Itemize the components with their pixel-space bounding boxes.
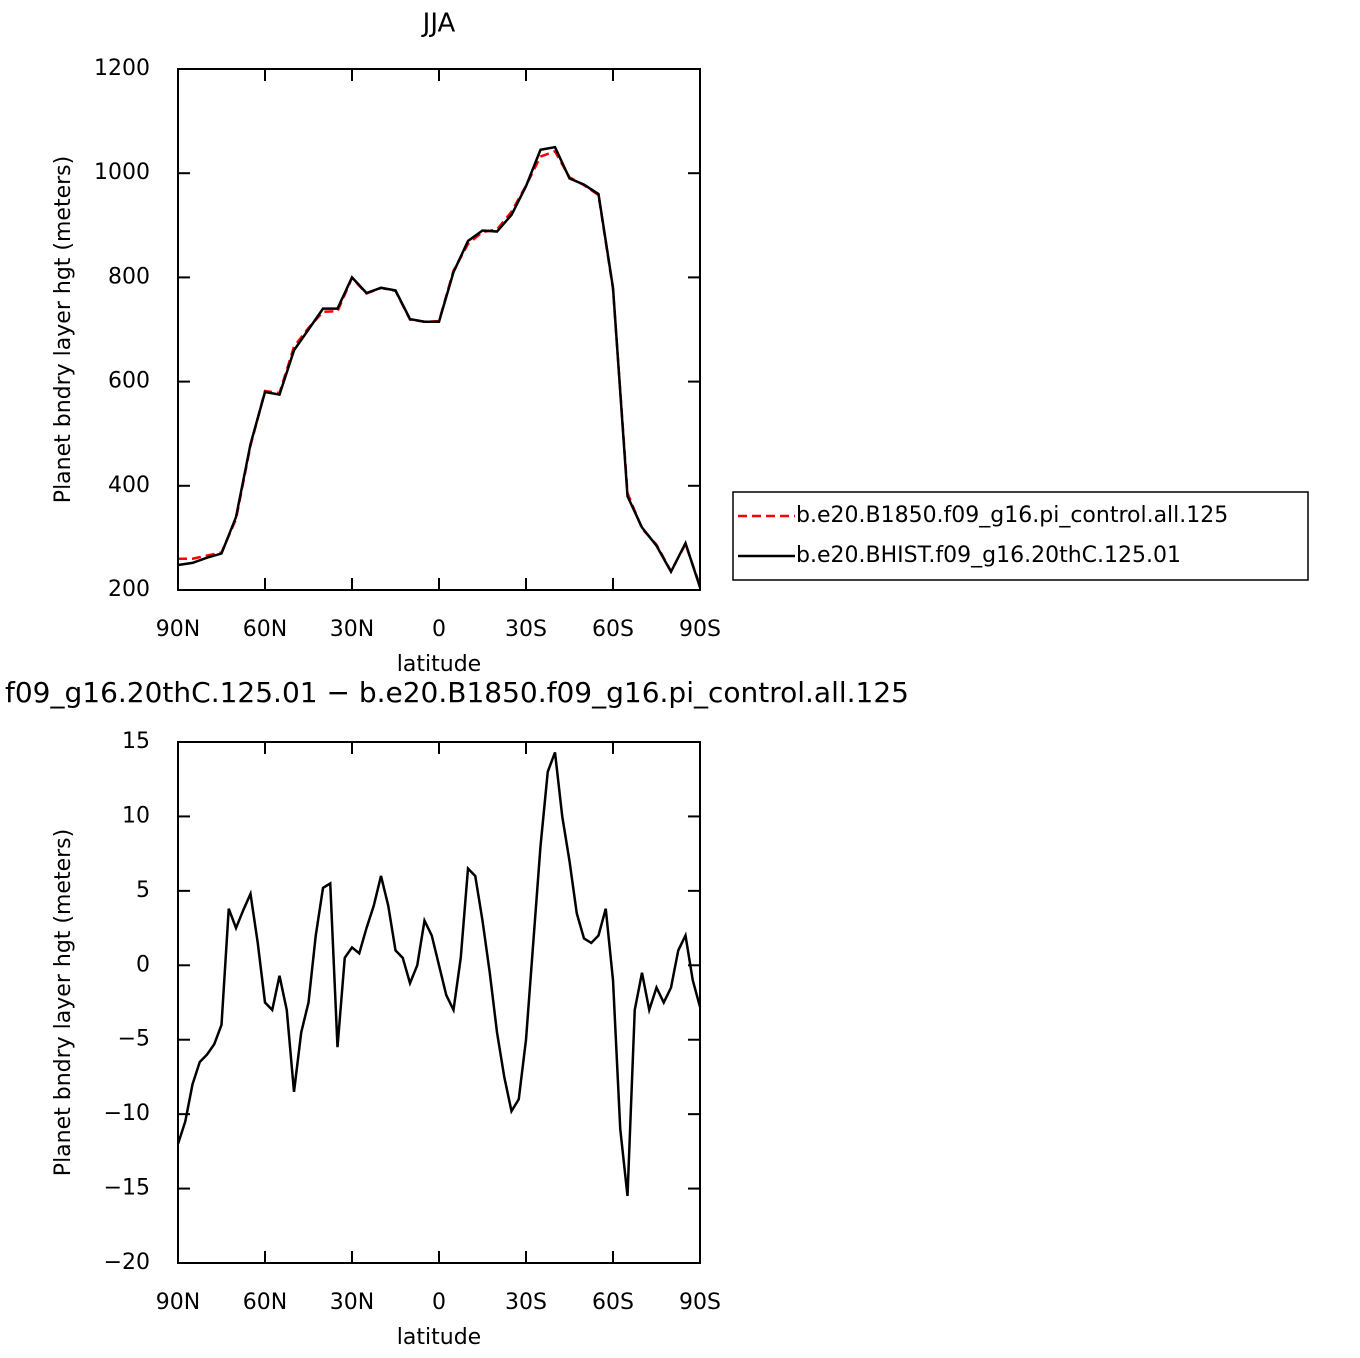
legend-label: b.e20.B1850.f09_g16.pi_control.all.125: [796, 503, 1228, 528]
y-tick-label: −10: [104, 1101, 150, 1126]
y-tick-label: 5: [136, 878, 150, 903]
plot-frame: [177, 741, 701, 1264]
plot-frame: [177, 68, 701, 591]
data-line: [178, 149, 702, 587]
y-tick-label: 600: [108, 369, 150, 394]
x-tick-label: 0: [432, 617, 446, 642]
x-tick-label: 60N: [243, 617, 287, 642]
x-tick-label: 30N: [330, 617, 374, 642]
data-line: [177, 145, 702, 588]
legend-box: [732, 491, 1309, 581]
x-tick-label: 0: [432, 1290, 446, 1315]
x-tick-label: 90S: [679, 617, 721, 642]
chart-title: JJA: [421, 9, 456, 39]
y-tick-label: −15: [104, 1176, 150, 1201]
y-tick-label: 1000: [94, 160, 150, 185]
x-tick-label: 60S: [592, 1290, 634, 1315]
y-tick-label: 200: [108, 577, 150, 602]
y-tick-label: −5: [118, 1027, 150, 1052]
y-tick-label: −20: [104, 1250, 150, 1275]
x-tick-label: 90N: [156, 617, 200, 642]
y-tick-label: 400: [108, 473, 150, 498]
x-tick-label: 90S: [679, 1290, 721, 1315]
y-tick-label: 1200: [94, 56, 150, 81]
x-tick-label: 30S: [505, 1290, 547, 1315]
x-tick-label: 60S: [592, 617, 634, 642]
x-axis-label: latitude: [397, 1325, 481, 1350]
y-tick-label: 0: [136, 952, 150, 977]
data-line: [176, 751, 702, 1197]
y-tick-label: 15: [122, 729, 150, 754]
y-axis-label: Planet bndry layer hgt (meters): [51, 829, 76, 1176]
x-axis-label: latitude: [397, 652, 481, 677]
legend-label: b.e20.BHIST.f09_g16.20thC.125.01: [796, 543, 1181, 568]
x-tick-label: 30S: [505, 617, 547, 642]
x-tick-label: 90N: [156, 1290, 200, 1315]
x-tick-label: 60N: [243, 1290, 287, 1315]
x-tick-label: 30N: [330, 1290, 374, 1315]
y-tick-label: 10: [122, 803, 150, 828]
y-axis-label: Planet bndry layer hgt (meters): [51, 156, 76, 503]
chart-title: f09_g16.20thC.125.01 − b.e20.B1850.f09_g…: [5, 676, 909, 709]
y-tick-label: 800: [108, 264, 150, 289]
